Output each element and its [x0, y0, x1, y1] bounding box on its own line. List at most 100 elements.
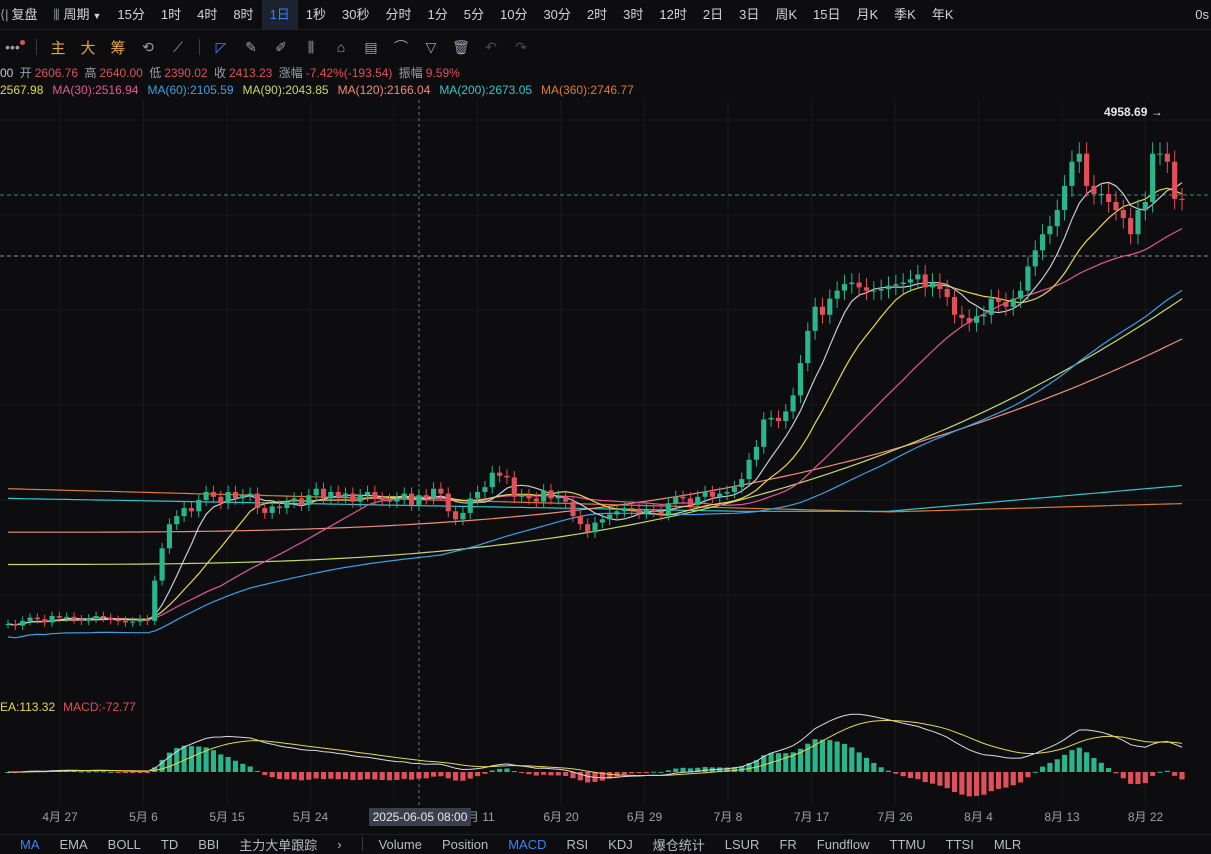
period-tab[interactable]: 季K [894, 6, 916, 22]
indicator-ma[interactable]: MA [20, 836, 40, 852]
undo-icon[interactable]: ↶ [485, 38, 497, 55]
cursor-select-icon[interactable]: ◸ [215, 38, 227, 55]
indicator-fundflow[interactable]: Fundflow [816, 836, 870, 852]
replay-button[interactable]: ⟨| 复盘 [0, 6, 38, 22]
candle-body [607, 514, 613, 520]
indicator-fr[interactable]: FR [779, 836, 797, 852]
macd-bar [306, 772, 312, 780]
period-tab[interactable]: 30分 [543, 6, 571, 22]
pen-icon[interactable]: ✐ [275, 38, 287, 55]
ruler-icon[interactable]: ✎ [245, 38, 257, 55]
candle-body [188, 508, 195, 512]
period-tab[interactable]: 30秒 [342, 6, 370, 22]
indicator-liquidation[interactable]: 爆仓统计 [652, 837, 705, 853]
period-tab[interactable]: 1分 [427, 6, 448, 22]
period-tab[interactable]: 15分 [117, 6, 145, 22]
period-tab[interactable]: 1时 [160, 6, 182, 22]
macd-bar [100, 771, 106, 773]
more-button[interactable]: ••• [0, 34, 30, 60]
note-icon[interactable]: ▤ [364, 38, 378, 55]
period-tab[interactable]: 5分 [463, 6, 484, 22]
candle-body [519, 495, 525, 497]
filter-icon[interactable]: ▽ [425, 38, 437, 55]
indicator-kdj[interactable]: KDJ [608, 836, 633, 852]
amplitude-value: 9.59% [425, 66, 460, 80]
candle-body [328, 491, 334, 499]
macd-bar [431, 772, 437, 777]
period-menu-button[interactable]: ⫼ 周期 ▼ [53, 6, 102, 22]
brush-icon[interactable]: ⌒ [394, 39, 408, 55]
macd-bar [137, 772, 143, 773]
period-tab[interactable]: 分时 [385, 6, 412, 22]
period-tab[interactable]: 年K [931, 6, 954, 22]
period-tab[interactable]: 8时 [233, 6, 254, 22]
macd-legend-item: MACD:-72.77 [63, 700, 136, 714]
candle-body [12, 624, 18, 626]
amplitude-label: 振幅 [398, 66, 423, 80]
candle-body [673, 496, 679, 504]
main-indicator-button[interactable]: 主 [50, 39, 66, 57]
indicator-volume[interactable]: Volume [378, 836, 422, 852]
macd-bar [658, 771, 664, 773]
redo-icon[interactable]: ↷ [515, 38, 527, 55]
lock-icon[interactable]: ⌂ [336, 39, 346, 55]
period-tab[interactable]: 月K [856, 6, 879, 22]
trash-icon[interactable]: 🗑 [452, 38, 470, 55]
period-tab[interactable]: 1秒 [305, 6, 327, 22]
divider [199, 39, 200, 55]
indicator-position[interactable]: Position [441, 836, 489, 852]
compare-icon[interactable]: ⟲ [142, 38, 154, 55]
macd-bar [203, 747, 209, 772]
settings-draw-icon[interactable]: ⟋ [173, 38, 183, 55]
indicator-big-order-tracking[interactable]: 主力大单跟踪 [239, 837, 318, 853]
indicator-ema[interactable]: EMA [59, 836, 88, 852]
period-tab[interactable]: 周K [775, 6, 797, 22]
big-order-button[interactable]: 大 [80, 39, 96, 57]
ohlc-legend: 00 开 2606.76 高 2640.00 低 2390.02 收 2413.23 涨… [0, 64, 463, 82]
indicator-td[interactable]: TD [160, 836, 179, 852]
indicator-mlr[interactable]: MLR [993, 836, 1022, 852]
macd-bar [907, 772, 914, 779]
candle-body [827, 298, 833, 315]
candle-body [1040, 234, 1046, 251]
candle-body [1164, 153, 1170, 162]
macd-bar [1069, 750, 1075, 772]
crosshair-date-label: 2025-06-05 08:00 [373, 810, 468, 824]
crosshair-date-box [369, 808, 471, 826]
ma-legend-item: MA(120):2166.04 [337, 83, 431, 97]
candle-body [900, 282, 906, 285]
indicator-bbi[interactable]: BBI [198, 836, 220, 852]
indicator-ttmu[interactable]: TTMU [889, 836, 926, 852]
drawing-toolbar: ••• 主 大 筹 ⟲ ⟋ ◸ ✎ ✐ ⫼ ⌂ ▤ ⌒ ▽ 🗑 ↶ ↷ [0, 32, 1211, 62]
ma-legend-item: MA(90):2043.85 [242, 83, 329, 97]
period-tab[interactable]: 2时 [586, 6, 608, 22]
indicator-ttsi[interactable]: TTSI [945, 836, 974, 852]
period-tab[interactable]: 1日 [261, 0, 298, 30]
candle-body [577, 516, 583, 525]
candle-body [966, 317, 972, 323]
period-tab[interactable]: 2日 [702, 6, 724, 22]
period-tab[interactable]: 15日 [813, 6, 841, 22]
period-tab[interactable]: 12时 [659, 6, 687, 22]
period-tab[interactable]: 10分 [499, 6, 528, 22]
indicator-rsi[interactable]: RSI [566, 836, 589, 852]
chip-distribution-button[interactable]: 筹 [110, 39, 126, 57]
candle-body [284, 501, 290, 509]
x-axis-tick-label: 6月 20 [543, 810, 579, 824]
period-tab[interactable]: 3时 [623, 6, 644, 22]
macd-bar [174, 748, 180, 772]
macd-dea-line [8, 719, 1183, 776]
indicator-boll[interactable]: BOLL [107, 836, 141, 852]
macd-bar [526, 772, 532, 775]
period-tab[interactable]: 4时 [197, 6, 218, 22]
candle-body [467, 498, 473, 513]
indicator-lsur[interactable]: LSUR [724, 836, 760, 852]
candle-body [181, 508, 187, 517]
indicator-macd[interactable]: MACD [508, 836, 547, 852]
period-tab[interactable]: 3日 [739, 6, 760, 22]
chevron-right-icon[interactable]: › [337, 836, 342, 852]
candle-body [350, 493, 356, 502]
pattern-icon[interactable]: ⫼ [307, 38, 315, 55]
macd-bar [988, 772, 994, 792]
